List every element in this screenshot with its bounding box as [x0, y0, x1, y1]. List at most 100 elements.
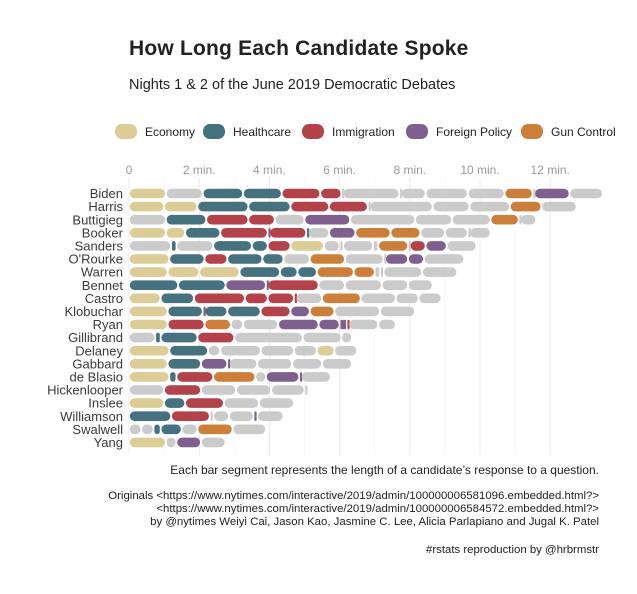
bar-ryan — [129, 319, 395, 330]
segment-biden-6-immigration — [321, 188, 341, 199]
segment-hickenlooper-4-other — [236, 385, 271, 395]
segment-hickenlooper-5-other — [271, 385, 304, 395]
segment-delaney-3-other — [208, 345, 220, 356]
segment-o-rourke-2-healthcare — [170, 254, 204, 264]
segment-harris-6-immigration — [329, 201, 367, 212]
segment-warren-5-healthcare — [280, 267, 297, 277]
segment-sanders-12-gun-control — [379, 241, 408, 251]
segment-buttigieg-5-other — [275, 214, 304, 225]
segment-bennet-6-other — [319, 280, 345, 290]
segment-de-blasio-7-foreign-policy — [300, 372, 303, 382]
segment-ryan-4-other — [231, 319, 243, 330]
legend-key-foreign-policy — [406, 124, 428, 139]
legend-key-immigration — [302, 124, 324, 139]
segment-castro-6-immigration — [294, 293, 297, 304]
legend-key-gun-control — [521, 124, 543, 139]
segment-gillibrand-6-other — [303, 332, 341, 343]
candidate-label-biden: Biden — [90, 186, 123, 201]
candidate-label-o-rourke: O'Rourke — [68, 252, 123, 267]
bar-yang — [129, 437, 225, 448]
segment-booker-2-economy — [166, 228, 185, 238]
candidate-label-delaney: Delaney — [75, 343, 123, 358]
bar-buttigieg — [129, 214, 536, 225]
segment-swalwell-7-other — [233, 424, 266, 435]
candidate-label-warren: Warren — [81, 265, 123, 280]
segment-sanders-14-immigration — [410, 241, 425, 251]
segment-o-rourke-9-other — [384, 254, 387, 264]
segment-delaney-4-other — [221, 345, 260, 356]
segment-biden-1-economy — [129, 188, 166, 199]
segment-harris-8-other — [370, 201, 432, 212]
segment-klobuchar-6-immigration — [261, 306, 290, 317]
x-tick-label-2: 2 min. — [183, 163, 216, 177]
segment-ryan-10-foreign-policy — [343, 319, 347, 330]
segment-booker-9-foreign-policy — [329, 228, 355, 238]
segment-sanders-7-economy — [291, 241, 324, 251]
segment-williamson-4-other — [214, 411, 229, 421]
segment-warren-1-economy — [129, 267, 167, 277]
segment-gillibrand-7-other — [342, 332, 352, 343]
segment-booker-3-healthcare — [185, 228, 220, 238]
segment-sanders-9-other — [340, 241, 343, 251]
segment-harris-3-healthcare — [198, 201, 248, 212]
segment-biden-8-other — [343, 188, 399, 199]
segment-sanders-10-other — [343, 241, 373, 251]
segment-swalwell-5-other — [182, 424, 197, 435]
bar-williamson — [129, 411, 283, 421]
source-line-1: Originals <https://www.nytimes.com/inter… — [108, 490, 599, 502]
segment-gabbard-5-other — [229, 359, 257, 369]
segment-booker-10-gun-control — [356, 228, 390, 238]
segment-harris-1-economy — [129, 201, 164, 212]
segment-ryan-2-immigration — [168, 319, 204, 330]
legend-label-immigration: Immigration — [332, 125, 395, 139]
legend-label-gun-control: Gun Control — [551, 125, 616, 139]
bar-o-rourke — [129, 254, 464, 264]
segment-castro-3-immigration — [194, 293, 245, 304]
bar-castro — [129, 293, 441, 304]
segment-biden-7-other — [342, 188, 345, 199]
x-tick-label-8: 8 min. — [393, 163, 426, 177]
segment-castro-4-immigration — [245, 293, 267, 304]
segment-biden-5-immigration — [282, 188, 320, 199]
x-tick-label-10: 10 min. — [460, 163, 499, 177]
segment-o-rourke-5-healthcare — [263, 254, 283, 264]
chart-caption: Each bar segment represents the length o… — [170, 463, 599, 477]
candidate-label-buttigieg: Buttigieg — [72, 212, 123, 227]
candidate-label-swalwell: Swalwell — [72, 422, 123, 437]
segment-biden-10-other — [401, 188, 425, 199]
segment-buttigieg-6-foreign-policy — [305, 214, 350, 225]
segment-inslee-1-economy — [129, 398, 164, 408]
segment-inslee-3-immigration — [185, 398, 223, 408]
segment-klobuchar-5-healthcare — [228, 306, 260, 317]
legend-key-economy — [115, 124, 137, 139]
segment-biden-11-other — [426, 188, 467, 199]
segment-de-blasio-2-healthcare — [170, 372, 176, 382]
segment-swalwell-1-other — [129, 424, 141, 435]
segment-sanders-16-other — [447, 241, 476, 251]
segment-ryan-1-economy — [129, 319, 167, 330]
bar-harris — [129, 201, 576, 212]
segment-klobuchar-9-other — [335, 306, 380, 317]
segment-harris-10-other — [470, 201, 510, 212]
candidate-label-yang: Yang — [94, 435, 123, 450]
segment-warren-6-healthcare — [298, 267, 316, 277]
segment-inslee-4-other — [224, 398, 259, 408]
candidate-label-ryan: Ryan — [93, 317, 123, 332]
segment-warren-2-economy — [168, 267, 199, 277]
segment-hickenlooper-2-immigration — [164, 385, 201, 395]
x-tick-label-12: 12 min. — [531, 163, 570, 177]
segment-o-rourke-6-other — [284, 254, 309, 264]
candidate-label-inslee: Inslee — [88, 396, 123, 411]
segment-bennet-5-immigration — [268, 280, 318, 290]
segment-de-blasio-8-other — [301, 372, 331, 382]
segment-buttigieg-9-other — [452, 214, 490, 225]
segment-de-blasio-1-economy — [129, 372, 169, 382]
segment-sanders-6-immigration — [268, 241, 290, 251]
candidate-label-booker: Booker — [82, 225, 124, 240]
segment-ryan-12-other — [349, 319, 378, 330]
segment-buttigieg-7-other — [350, 214, 415, 225]
segment-sanders-2-healthcare — [171, 241, 176, 251]
segment-sanders-8-other — [324, 241, 339, 251]
candidate-label-gillibrand: Gillibrand — [68, 330, 123, 345]
